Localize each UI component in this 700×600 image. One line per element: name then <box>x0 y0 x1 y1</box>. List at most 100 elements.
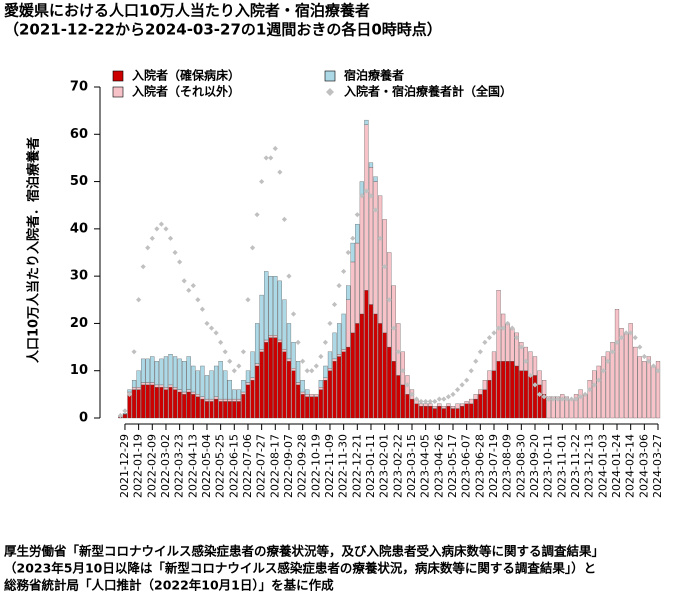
point <box>222 349 228 355</box>
x-tick-label: 2022-07-27 <box>255 434 268 498</box>
bar <box>514 332 519 367</box>
x-tick-label: 2022-12-21 <box>350 434 363 498</box>
bar <box>364 290 369 419</box>
x-tick-label: 2022-03-02 <box>159 434 172 498</box>
bar <box>423 403 428 407</box>
bar <box>300 394 305 419</box>
x-tick-label: 2023-06-28 <box>473 434 486 498</box>
point <box>145 245 151 251</box>
bar <box>637 356 642 419</box>
bar <box>346 285 351 300</box>
point <box>550 396 556 402</box>
bar <box>204 398 210 402</box>
bar <box>141 358 146 383</box>
bar <box>355 323 360 419</box>
bar <box>200 365 205 397</box>
bar <box>323 365 328 378</box>
bar <box>505 361 510 419</box>
bar <box>496 361 501 419</box>
bar <box>327 368 333 371</box>
point <box>404 382 411 388</box>
bar <box>368 162 374 168</box>
bar <box>414 403 419 419</box>
bar <box>583 394 588 419</box>
bar <box>250 351 255 378</box>
point <box>322 339 329 345</box>
bar <box>131 380 137 388</box>
bar <box>318 387 323 390</box>
point <box>573 396 579 402</box>
point <box>587 387 593 393</box>
x-tick-label: 2023-11-22 <box>569 434 582 498</box>
point <box>277 169 283 175</box>
bar <box>592 370 597 419</box>
point <box>527 372 534 379</box>
bar <box>642 361 647 419</box>
point <box>272 145 278 152</box>
point <box>409 391 415 397</box>
point <box>363 188 370 194</box>
x-tick-label: 2022-07-06 <box>241 434 254 498</box>
point <box>468 368 474 374</box>
x-tick-label: 2022-05-04 <box>200 434 213 498</box>
bar <box>195 396 200 419</box>
point <box>523 358 529 364</box>
bar <box>569 398 574 419</box>
point <box>327 320 333 327</box>
bar <box>218 361 223 400</box>
bar <box>200 398 205 419</box>
bar <box>437 403 442 407</box>
point <box>605 358 611 364</box>
bar <box>487 380 492 419</box>
bar <box>241 380 246 393</box>
bar <box>601 356 606 419</box>
bar <box>127 394 132 419</box>
bar <box>519 342 524 371</box>
point <box>341 268 347 275</box>
x-tick-label: 2024-01-24 <box>610 434 623 498</box>
y-tick-label: 70 <box>70 80 88 95</box>
x-tick-label: 2022-09-07 <box>282 434 295 498</box>
bar <box>382 219 387 334</box>
point <box>646 358 652 364</box>
legend-swatch <box>324 70 336 82</box>
bar <box>655 361 661 419</box>
x-tick-label: 2023-01-11 <box>364 434 377 498</box>
bar <box>163 387 169 390</box>
point <box>505 320 511 327</box>
x-tick-label: 2021-12-29 <box>118 434 131 498</box>
bar <box>259 349 264 352</box>
bar <box>473 394 478 400</box>
y-tick-label: 20 <box>70 316 88 331</box>
bar <box>145 382 150 386</box>
point <box>254 212 260 218</box>
x-tick-label: 2022-05-25 <box>214 434 227 498</box>
bar <box>305 389 310 395</box>
bar <box>213 396 219 400</box>
bar <box>614 309 620 419</box>
x-tick-label: 2023-10-11 <box>542 434 555 498</box>
bar <box>633 346 638 419</box>
bar <box>596 365 601 419</box>
bar <box>327 351 333 369</box>
point <box>532 382 538 388</box>
point <box>163 226 169 232</box>
bar <box>236 389 241 400</box>
bar <box>514 365 519 419</box>
point <box>546 396 552 402</box>
point <box>568 396 575 402</box>
x-tick-label: 2022-04-13 <box>186 434 199 498</box>
bar <box>391 361 396 419</box>
point <box>354 212 360 218</box>
bar <box>450 408 456 419</box>
bar <box>314 396 319 419</box>
bar <box>254 365 260 419</box>
point <box>199 306 206 312</box>
point <box>450 391 456 397</box>
bar <box>305 396 310 419</box>
point <box>495 325 502 331</box>
bar <box>542 380 547 395</box>
bar <box>455 408 460 419</box>
bar <box>605 351 610 419</box>
